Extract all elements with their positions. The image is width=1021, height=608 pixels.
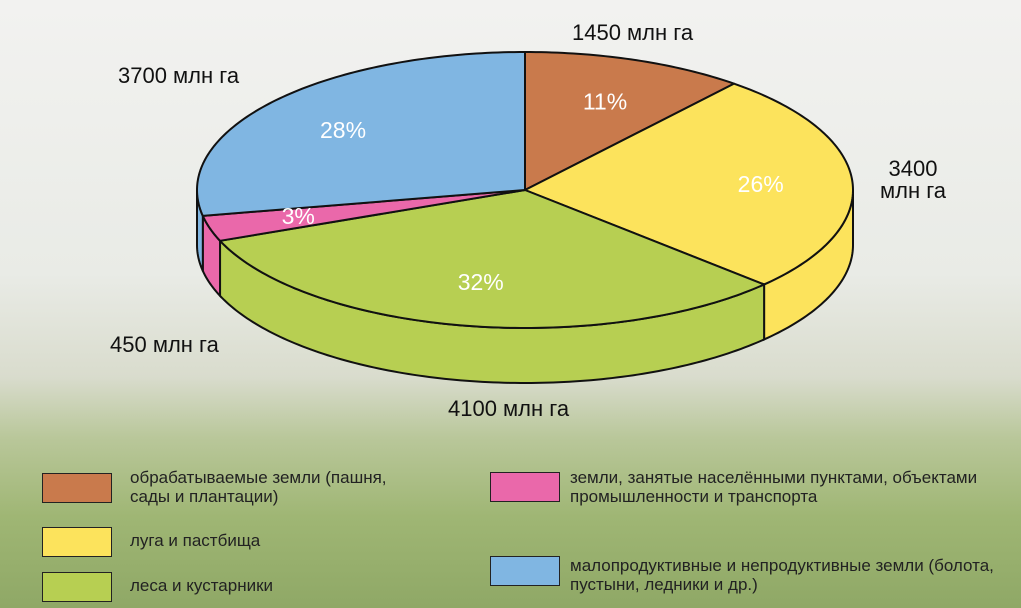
- slice: [196, 51, 526, 217]
- area-label: 1450 млн га: [572, 20, 694, 45]
- legend-label: земли, занятые населёнными пунктами, объ…: [570, 468, 978, 506]
- area-label: 4100 млн га: [448, 396, 570, 421]
- area-label: 3400 млн га: [880, 156, 946, 203]
- area-label: 450 млн га: [110, 332, 219, 357]
- slice: [201, 189, 526, 242]
- legend-label: обрабатываемые земли (пашня, сады и план…: [130, 468, 387, 506]
- slice: [524, 51, 736, 191]
- percent-label: 11%: [583, 89, 627, 115]
- slice: [524, 82, 854, 286]
- percent-label: 3%: [282, 203, 315, 229]
- legend-label: малопродуктивные и непродуктивные земли …: [570, 556, 994, 594]
- legend-label: леса и кустарники: [130, 576, 274, 595]
- percent-label: 28%: [320, 117, 366, 143]
- legend-swatch: [490, 472, 560, 502]
- area-label: 3700 млн га: [118, 63, 240, 88]
- legend-swatch: [42, 527, 112, 557]
- legend-swatch: [42, 473, 112, 503]
- legend-swatch: [490, 556, 560, 586]
- legend-label: луга и пастбища: [130, 531, 261, 550]
- legend-swatch: [42, 572, 112, 602]
- percent-label: 32%: [458, 269, 504, 295]
- slice: [219, 189, 766, 329]
- percent-label: 26%: [738, 171, 784, 197]
